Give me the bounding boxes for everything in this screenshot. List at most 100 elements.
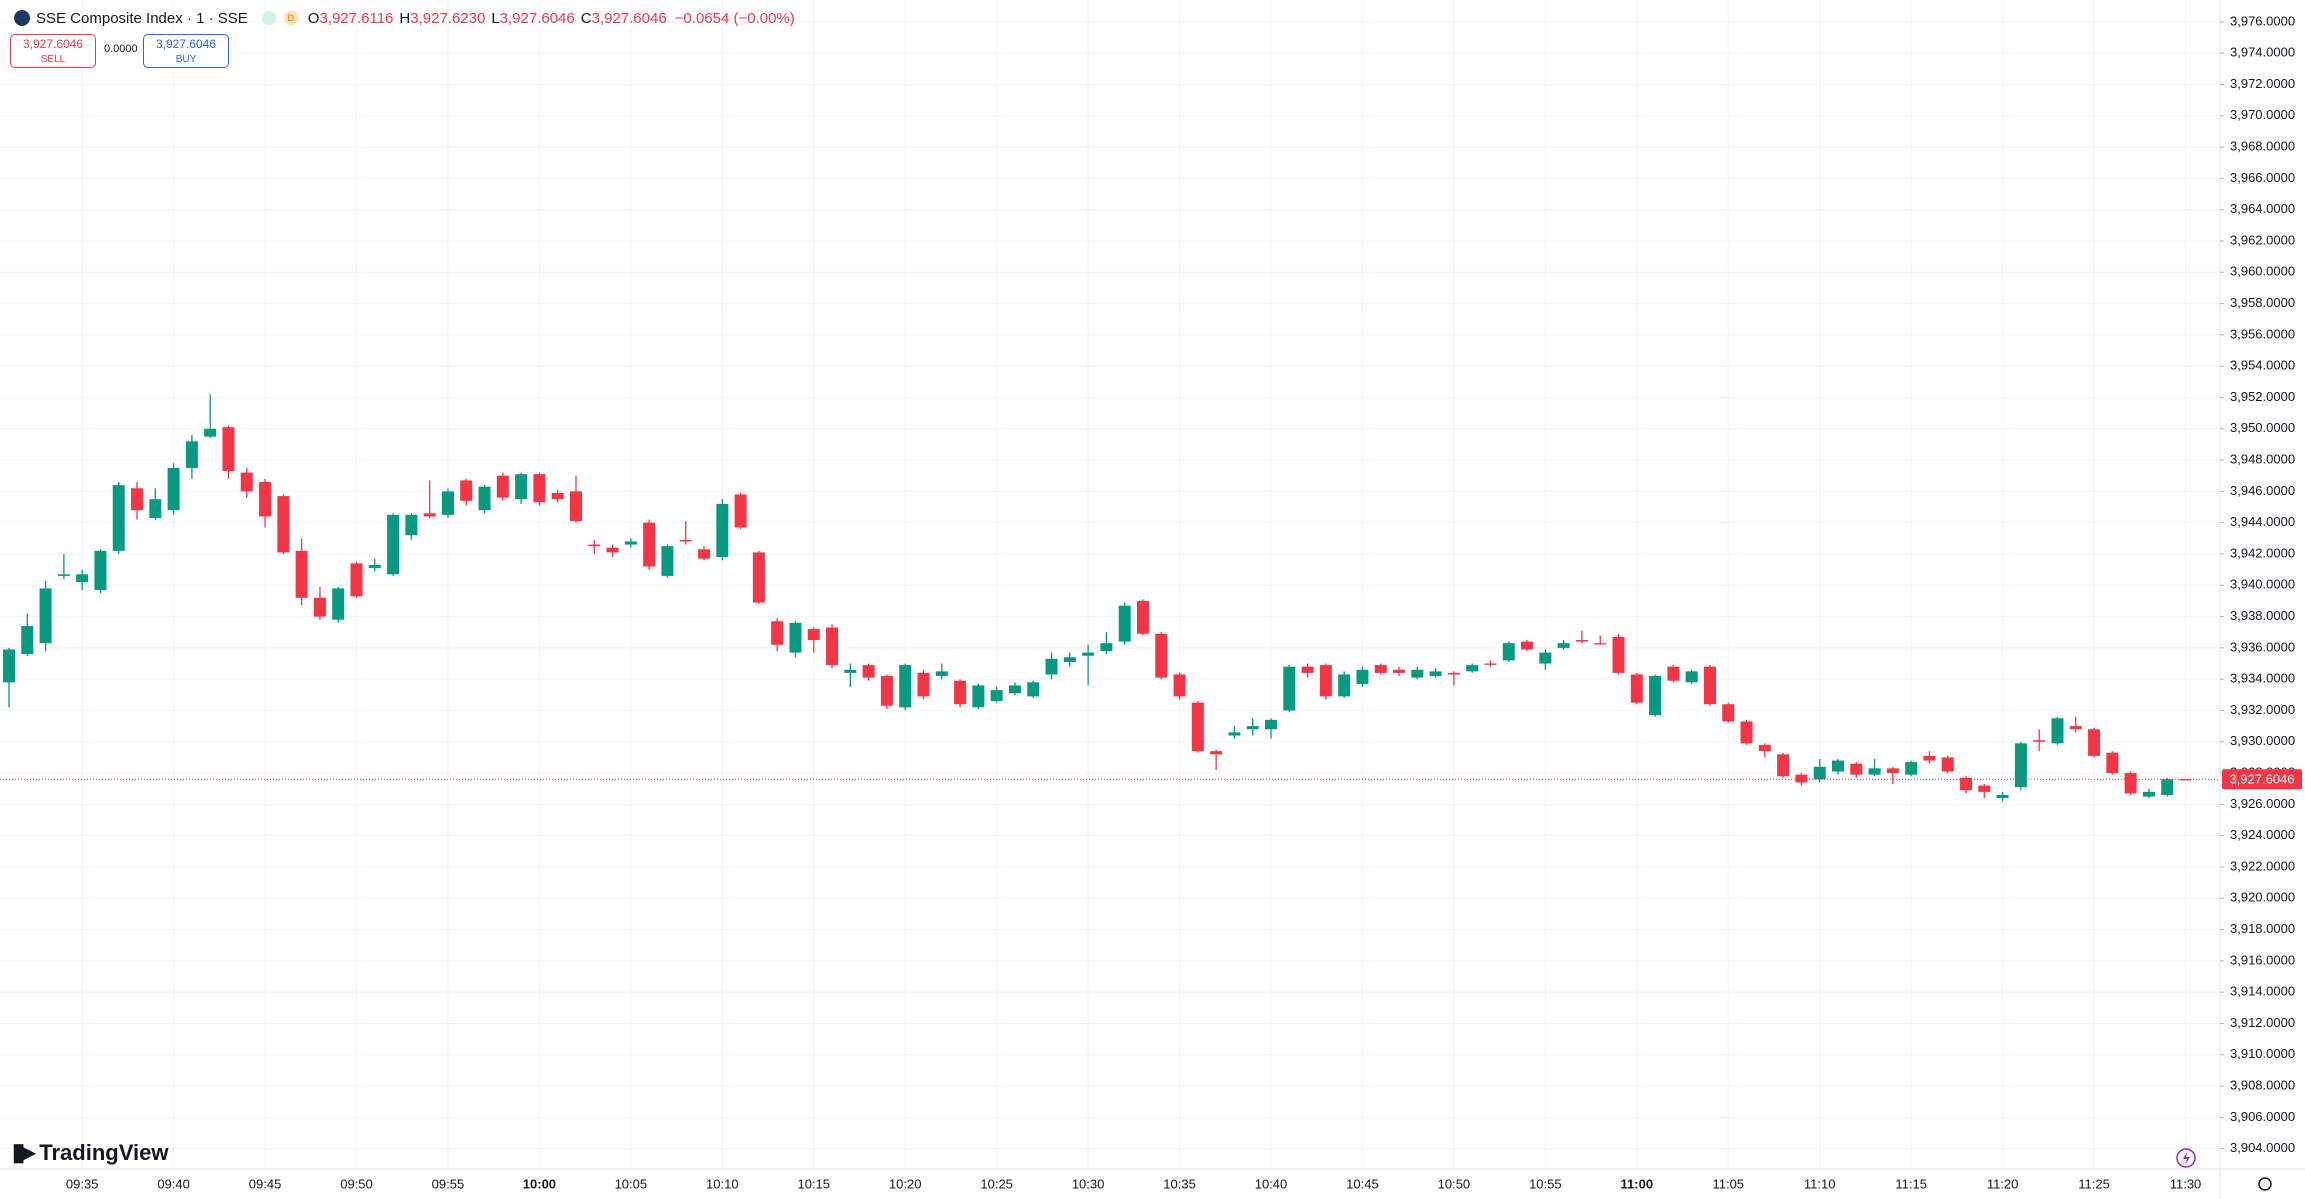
candle-body <box>204 428 217 437</box>
candle-body <box>807 629 820 641</box>
spread: 0.0000 <box>104 43 138 55</box>
grid <box>0 0 2220 1169</box>
candle-body <box>2161 779 2174 795</box>
candle-body <box>1063 657 1076 662</box>
y-tick-label: 3,944.0000 <box>2230 514 2295 529</box>
last-price-box <box>2222 769 2302 790</box>
y-tick-label: 3,930.0000 <box>2230 733 2295 748</box>
y-tick-label: 3,950.0000 <box>2230 420 2295 435</box>
buy-price: 3,927.6046 <box>155 37 217 51</box>
symbol-icon <box>14 10 30 26</box>
candle-body <box>1886 768 1899 774</box>
y-tick-label: 3,914.0000 <box>2230 984 2295 999</box>
alert-icon[interactable] <box>2176 1148 2196 1168</box>
candle-body <box>862 665 875 678</box>
candle-body <box>131 488 144 511</box>
symbol[interactable]: SSE Composite Index · 1 · SSE <box>36 9 248 27</box>
x-tick-label: 09:35 <box>66 1176 99 1191</box>
high-value: 3,927.6230 <box>410 9 486 27</box>
candle-body <box>1740 721 1753 744</box>
candle-body <box>2069 726 2082 730</box>
candle-body <box>826 627 839 666</box>
candle-body <box>1832 760 1844 772</box>
candle-body <box>1210 751 1223 755</box>
candles <box>0 394 2220 802</box>
candle-body <box>1923 755 1936 761</box>
candle-body <box>935 671 948 677</box>
brand: TradingView <box>39 1139 169 1165</box>
candle-body <box>1795 774 1808 783</box>
candle-body <box>606 547 619 553</box>
candle-body <box>1319 665 1332 697</box>
candle-body <box>1228 732 1241 736</box>
candle-body <box>661 546 674 576</box>
candle-body <box>1813 766 1826 780</box>
candle-body <box>185 441 198 468</box>
candle-body <box>1722 704 1735 722</box>
x-tick-label: 10:55 <box>1529 1176 1562 1191</box>
y-tick-label: 3,932.0000 <box>2230 702 2295 717</box>
y-tick-label: 3,912.0000 <box>2230 1015 2295 1030</box>
y-tick-label: 3,904.0000 <box>2230 1140 2295 1155</box>
candle-body <box>698 549 711 559</box>
y-tick-label: 3,934.0000 <box>2230 671 2295 686</box>
candle-body <box>1685 671 1698 683</box>
candle-body <box>752 552 765 603</box>
candle-body <box>1411 669 1424 678</box>
x-tick-label: 10:00 <box>523 1176 556 1191</box>
candle-body <box>716 503 729 558</box>
y-tick-label: 3,926.0000 <box>2230 796 2295 811</box>
candle-body <box>917 672 930 697</box>
candle-body <box>387 514 400 575</box>
y-tick-label: 3,938.0000 <box>2230 608 2295 623</box>
candle-body <box>588 544 601 547</box>
candle-body <box>1374 665 1387 673</box>
candle-body <box>1575 640 1588 642</box>
x-tick-label: 10:05 <box>615 1176 648 1191</box>
candle-body <box>1996 794 2009 799</box>
y-tick-label: 3,956.0000 <box>2230 326 2295 341</box>
candle-body <box>1502 643 1515 661</box>
close-value: 3,927.6046 <box>591 9 667 27</box>
settings-icon[interactable] <box>2258 1177 2272 1191</box>
y-tick-label: 3,940.0000 <box>2230 577 2295 592</box>
x-tick-label: 10:10 <box>706 1176 739 1191</box>
candle-body <box>441 491 454 515</box>
candle-body <box>1082 652 1095 656</box>
candle-body <box>39 588 52 644</box>
candle-body <box>112 485 125 551</box>
y-tick-label: 3,968.0000 <box>2230 139 2295 154</box>
candle-body <box>844 669 857 673</box>
candle-body <box>1630 674 1643 703</box>
sell-label: SELL <box>40 54 66 65</box>
candle-body <box>2051 718 2064 744</box>
candle-body <box>57 574 70 576</box>
x-tick-label: 09:45 <box>249 1176 282 1191</box>
y-tick-label: 3,974.0000 <box>2230 45 2295 60</box>
candle-body <box>1649 676 1662 716</box>
candle-body <box>1777 754 1790 777</box>
close-label: C <box>580 9 592 27</box>
candle-body <box>771 621 784 645</box>
sell-button[interactable]: 3,927.6046 SELL <box>10 34 96 68</box>
x-tick-label: 11:15 <box>1895 1176 1927 1191</box>
candle-body <box>1155 633 1168 678</box>
candle-body <box>1539 652 1552 664</box>
candle-body <box>167 467 180 511</box>
candle-body <box>1301 666 1314 673</box>
candle-body <box>405 514 418 536</box>
candle-body <box>2033 740 2046 742</box>
candle-body <box>972 685 985 708</box>
buy-button[interactable]: 3,927.6046 BUY <box>143 34 229 68</box>
candle-body <box>679 539 692 542</box>
candle-body <box>1027 682 1040 697</box>
candle-body <box>21 625 34 655</box>
candle-body <box>1118 605 1131 642</box>
y-tick-label: 3,958.0000 <box>2230 295 2295 310</box>
candle-body <box>2179 779 2192 781</box>
logo[interactable]: ▮▸ TradingView <box>12 1138 168 1167</box>
candle-body <box>1868 768 1881 775</box>
candle-body <box>2106 752 2119 774</box>
y-tick-label: 3,922.0000 <box>2230 858 2295 873</box>
